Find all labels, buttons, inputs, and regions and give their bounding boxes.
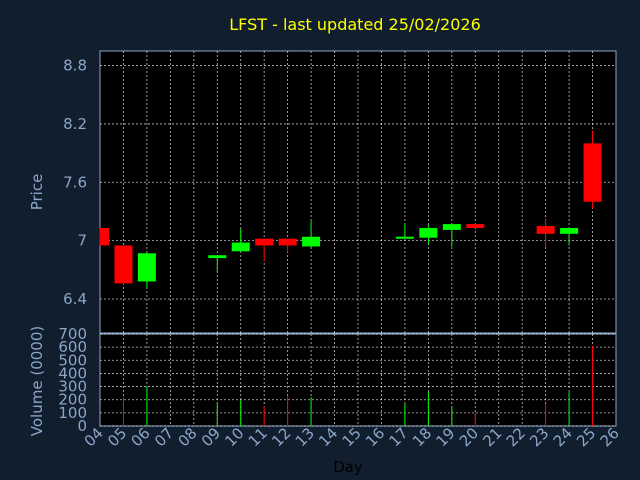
volume-tick-label: 300 (58, 378, 87, 396)
x-axis-ticks: 0405060708091011121314151617181920212223… (81, 424, 623, 450)
x-tick-label: 23 (526, 424, 552, 450)
x-tick-label: 14 (315, 424, 341, 450)
volume-tick-label: 0 (77, 417, 87, 435)
candle-body (560, 227, 579, 234)
price-tick-label: 7.6 (63, 173, 87, 191)
price-panel: 6.4 7 7.6 8.2 8.8 (63, 50, 617, 334)
x-tick-label: 26 (597, 424, 623, 450)
price-tick-label: 7 (77, 232, 87, 250)
volume-grid (100, 333, 616, 427)
x-tick-label: 24 (550, 424, 576, 450)
volume-tick-label: 400 (58, 364, 87, 382)
candles (99, 130, 602, 289)
candle-body (255, 238, 274, 246)
candle-body (466, 224, 485, 228)
volume-tick-label: 100 (58, 404, 87, 422)
x-tick-label: 18 (409, 424, 435, 450)
x-tick-label: 25 (573, 424, 599, 450)
candle-body (208, 255, 227, 259)
candle-body (536, 226, 555, 234)
price-y-ticks: 6.4 7 7.6 8.2 8.8 (63, 57, 87, 308)
x-tick-label: 15 (339, 424, 365, 450)
x-tick-label: 05 (104, 424, 130, 450)
x-tick-label: 09 (198, 424, 224, 450)
price-tick-label: 8.8 (63, 57, 87, 75)
x-tick-label: 17 (386, 424, 412, 450)
candle-body (278, 238, 297, 246)
volume-tick-label: 700 (58, 325, 87, 343)
x-tick-label: 20 (456, 424, 482, 450)
x-axis-label: Day (333, 458, 363, 476)
price-axis-label: Price (28, 174, 46, 211)
volume-axis-label: Volume (0000) (28, 326, 46, 436)
candle-body (137, 253, 156, 282)
x-tick-label: 11 (245, 424, 271, 450)
candle-body (419, 227, 438, 238)
volume-tick-label: 200 (58, 391, 87, 409)
x-tick-label: 13 (292, 424, 318, 450)
chart-title: LFST - last updated 25/02/2026 (229, 15, 481, 34)
price-grid (100, 51, 616, 333)
price-tick-label: 6.4 (63, 290, 87, 308)
x-tick-label: 06 (128, 424, 154, 450)
x-tick-label: 22 (503, 424, 529, 450)
x-tick-label: 10 (221, 424, 247, 450)
x-tick-label: 21 (479, 424, 505, 450)
candle-body (442, 224, 461, 230)
candle-body (231, 242, 250, 252)
candle-body (395, 236, 414, 239)
price-tick-label: 8.2 (63, 115, 87, 133)
candle-body (302, 236, 321, 247)
x-tick-label: 19 (432, 424, 458, 450)
candle-body (100, 227, 109, 246)
x-tick-label: 07 (151, 424, 177, 450)
x-tick-label: 16 (362, 424, 388, 450)
x-tick-label: 12 (268, 424, 294, 450)
x-tick-label: 08 (174, 424, 200, 450)
volume-bars (122, 345, 594, 426)
candle-body (583, 143, 602, 202)
volume-tick-label: 600 (58, 338, 87, 356)
candle-body (114, 245, 133, 284)
volume-tick-label: 500 (58, 351, 87, 369)
